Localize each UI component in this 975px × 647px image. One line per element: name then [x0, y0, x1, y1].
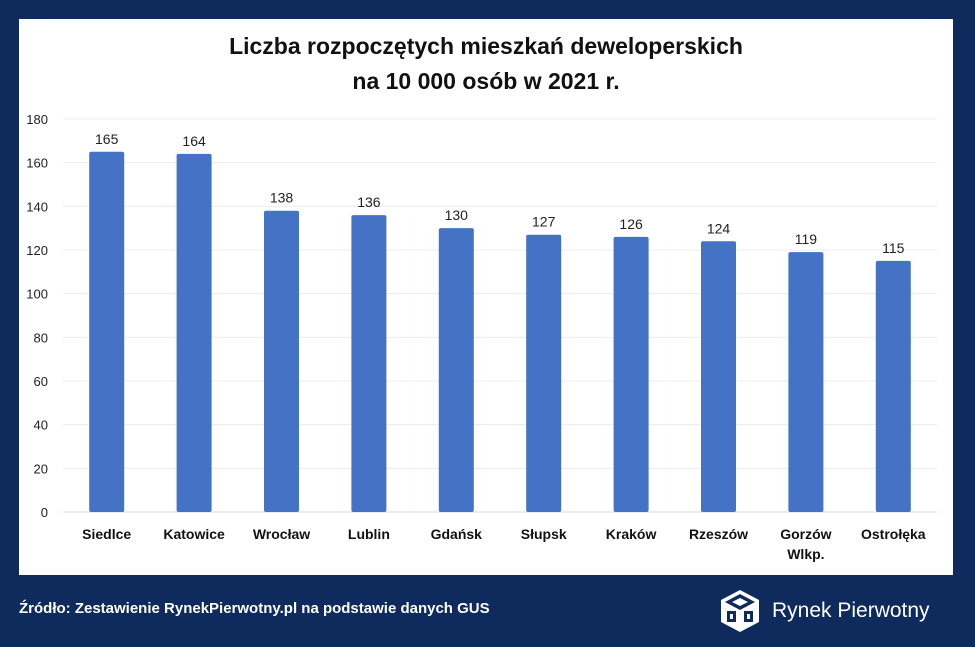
bar	[264, 210, 299, 512]
bar-chart: 0 20 40 60 80 100 120 140 160 180 165 Siedlce 164 Kat…	[26, 112, 937, 562]
brand-name: Rynek Pierwotny	[772, 599, 930, 622]
y-tick-label: 80	[34, 330, 48, 345]
x-tick-label: Słupsk	[521, 526, 567, 542]
bar	[613, 236, 649, 512]
bar	[875, 260, 911, 512]
bar	[526, 234, 562, 512]
y-tick-label: 0	[41, 505, 48, 520]
x-tick-label: Ostrołęka	[861, 526, 926, 542]
data-label: 124	[707, 220, 731, 236]
brand-logo: Rynek Pierwotny	[718, 586, 930, 636]
x-tick-label: Wlkp.	[787, 546, 824, 562]
bar	[701, 241, 736, 512]
x-tick-label: Gorzów	[780, 526, 831, 542]
x-tick-label: Katowice	[163, 526, 225, 542]
y-tick-label: 60	[34, 374, 48, 389]
y-tick-label: 120	[26, 243, 48, 258]
y-tick-label: 20	[34, 461, 48, 476]
data-label: 119	[795, 231, 818, 247]
data-label: 126	[619, 216, 643, 232]
y-tick-label: 140	[26, 199, 48, 214]
source-note: Źródło: Zestawienie RynekPierwotny.pl na…	[19, 600, 490, 617]
cube-logo-icon	[721, 590, 759, 632]
data-label: 136	[357, 194, 381, 210]
chart-title-line-1: Liczba rozpoczętych mieszkań dewelopersk…	[229, 33, 743, 59]
y-tick-label: 100	[26, 287, 48, 302]
x-tick-label: Rzeszów	[689, 526, 748, 542]
x-tick-label: Kraków	[606, 526, 657, 542]
chart-title: Liczba rozpoczętych mieszkań dewelopersk…	[19, 29, 953, 99]
bar	[438, 228, 474, 512]
bar	[176, 153, 212, 512]
y-tick-label: 160	[26, 156, 48, 171]
data-label: 130	[445, 207, 469, 223]
data-label: 127	[532, 214, 556, 230]
bar	[351, 215, 387, 513]
bar	[89, 151, 125, 512]
y-tick-label: 180	[26, 112, 48, 127]
data-label: 138	[270, 190, 294, 206]
bar	[788, 252, 824, 512]
chart-panel: Liczba rozpoczętych mieszkań dewelopersk…	[19, 19, 953, 575]
data-label: 165	[95, 131, 119, 147]
chart-title-line-2: na 10 000 osób w 2021 r.	[352, 68, 620, 94]
data-label: 115	[882, 240, 905, 256]
data-label: 164	[182, 133, 206, 149]
x-tick-label: Lublin	[348, 526, 390, 542]
x-tick-label: Siedlce	[82, 526, 131, 542]
x-tick-label: Wrocław	[253, 526, 310, 542]
x-tick-label: Gdańsk	[431, 526, 483, 542]
y-tick-label: 40	[34, 418, 48, 433]
